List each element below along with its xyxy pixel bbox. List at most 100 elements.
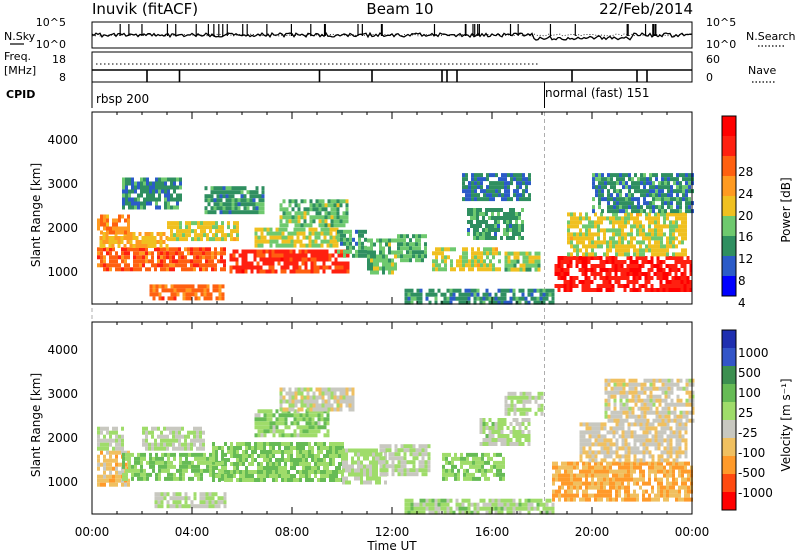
heatmap-cell: [438, 267, 441, 271]
heatmap-cell: [188, 221, 191, 225]
heatmap-cell: [313, 400, 316, 404]
heatmap-cell: [253, 210, 256, 214]
heatmap-cell: [97, 431, 100, 435]
heatmap-cell: [606, 256, 609, 260]
heatmap-cell: [603, 216, 606, 220]
heatmap-cell: [669, 470, 672, 474]
heatmap-cell: [379, 243, 382, 247]
heatmap-cell: [538, 408, 541, 412]
heatmap-cell: [507, 442, 510, 446]
heatmap-cell: [290, 466, 293, 470]
heatmap-cell: [255, 433, 258, 437]
heatmap-cell: [373, 255, 376, 259]
heatmap-cell: [666, 470, 669, 474]
heatmap-cell: [273, 236, 276, 240]
heatmap-cell: [380, 472, 383, 476]
heatmap-cell: [607, 173, 610, 177]
heatmap-cell: [354, 461, 357, 465]
heatmap-cell: [405, 289, 408, 293]
heatmap-cell: [149, 194, 152, 198]
heatmap-cell: [657, 470, 660, 474]
heatmap-cell: [471, 267, 474, 271]
heatmap-cell: [634, 458, 637, 462]
heatmap-cell: [616, 442, 619, 446]
heatmap-cell: [601, 173, 604, 177]
heatmap-cell: [639, 268, 642, 272]
heatmap-cell: [133, 263, 136, 267]
heatmap-cell: [467, 208, 470, 212]
heatmap-cell: [251, 462, 254, 466]
heatmap-cell: [627, 466, 630, 470]
heatmap-cell: [264, 421, 267, 425]
heatmap-cell: [588, 470, 591, 474]
heatmap-cell: [516, 430, 519, 434]
heatmap-cell: [511, 408, 514, 412]
heatmap-cell: [163, 240, 166, 244]
heatmap-cell: [298, 207, 301, 211]
heatmap-cell: [466, 453, 469, 457]
heatmap-cell: [172, 259, 175, 263]
heatmap-cell: [618, 244, 621, 248]
heatmap-cell: [337, 234, 340, 238]
heatmap-cell: [349, 396, 352, 400]
heatmap-cell: [152, 457, 155, 461]
heatmap-cell: [582, 280, 585, 284]
heatmap-cell: [637, 446, 640, 450]
heatmap-cell: [421, 258, 424, 262]
heatmap-cell: [687, 470, 690, 474]
heatmap-cell: [191, 500, 194, 504]
heatmap-cell: [615, 240, 618, 244]
heatmap-cell: [312, 240, 315, 244]
heatmap-cell: [264, 417, 267, 421]
heatmap-cell: [582, 236, 585, 240]
heatmap-cell: [340, 388, 343, 392]
heatmap-cell: [247, 190, 250, 194]
heatmap-cell: [270, 409, 273, 413]
heatmap-cell: [618, 276, 621, 280]
heatmap-cell: [403, 242, 406, 246]
heatmap-cell: [685, 197, 688, 201]
heatmap-cell: [170, 461, 173, 465]
heatmap-cell: [652, 181, 655, 185]
heatmap-cell: [318, 417, 321, 421]
heatmap-cell: [127, 223, 130, 227]
heatmap-cell: [239, 462, 242, 466]
heatmap-cell: [463, 477, 466, 481]
heatmap-cell: [479, 220, 482, 224]
heatmap-cell: [235, 202, 238, 206]
heatmap-cell: [637, 181, 640, 185]
heatmap-cell: [631, 181, 634, 185]
heatmap-cell: [463, 457, 466, 461]
heatmap-cell: [583, 442, 586, 446]
heatmap-cell: [346, 199, 349, 203]
heatmap-cell: [470, 208, 473, 212]
heatmap-cell: [594, 486, 597, 490]
heatmap-cell: [146, 477, 149, 481]
heatmap-cell: [292, 396, 295, 400]
heatmap-cell: [323, 442, 326, 446]
heatmap-cell: [658, 193, 661, 197]
heatmap-cell: [401, 472, 404, 476]
heatmap-cell: [603, 478, 606, 482]
heatmap-cell: [477, 251, 480, 255]
heatmap-cell: [331, 404, 334, 408]
heatmap-cell: [191, 469, 194, 473]
heatmap-cell: [161, 461, 164, 465]
heatmap-cell: [299, 474, 302, 478]
heatmap-cell: [580, 458, 583, 462]
heatmap-cell: [528, 422, 531, 426]
heatmap-cell: [109, 439, 112, 443]
heatmap-cell: [407, 460, 410, 464]
heatmap-cell: [172, 251, 175, 255]
heatmap-cell: [299, 454, 302, 458]
heatmap-cell: [601, 458, 604, 462]
heatmap-cell: [352, 388, 355, 392]
heatmap-cell: [164, 190, 167, 194]
heatmap-cell: [394, 267, 397, 271]
heatmap-cell: [631, 422, 634, 426]
heatmap-cell: [669, 288, 672, 292]
heatmap-cell: [211, 198, 214, 202]
heatmap-cell: [648, 494, 651, 498]
heatmap-cell: [451, 473, 454, 477]
heatmap-cell: [174, 284, 177, 288]
